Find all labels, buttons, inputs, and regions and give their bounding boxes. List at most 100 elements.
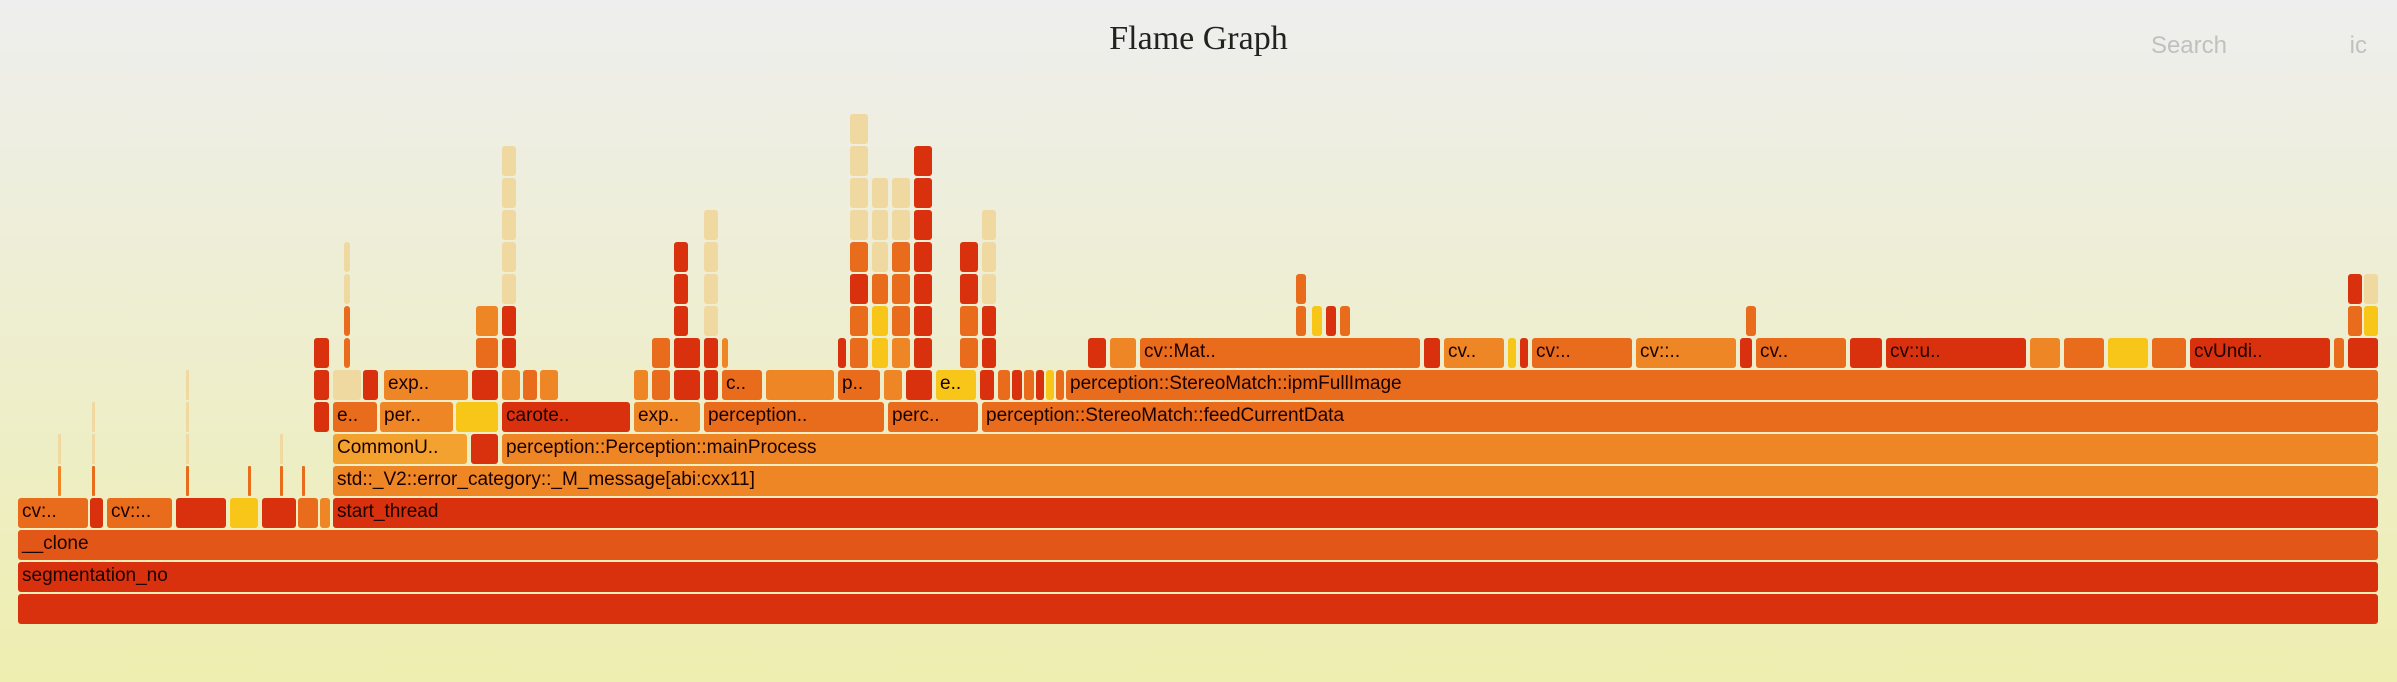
flame-frame[interactable]: perc..: [888, 402, 978, 432]
flame-frame[interactable]: [914, 146, 932, 176]
flame-frame[interactable]: [1012, 370, 1022, 400]
flame-frame[interactable]: cv:..: [18, 498, 88, 528]
flame-frame[interactable]: [634, 370, 648, 400]
flame-frame[interactable]: [333, 370, 361, 400]
flame-frame[interactable]: [186, 370, 189, 400]
flame-frame[interactable]: [850, 338, 868, 368]
flame-frame[interactable]: __clone: [18, 530, 2378, 560]
flame-frame[interactable]: [186, 434, 189, 464]
flame-frame[interactable]: [892, 242, 910, 272]
flame-frame[interactable]: [838, 338, 846, 368]
flame-frame[interactable]: [850, 210, 868, 240]
flame-frame[interactable]: [652, 370, 670, 400]
flame-frame[interactable]: [872, 178, 888, 208]
flame-frame[interactable]: [850, 146, 868, 176]
flame-frame[interactable]: [960, 242, 978, 272]
flame-frame[interactable]: [58, 434, 61, 464]
flame-frame[interactable]: [502, 178, 516, 208]
flame-frame[interactable]: [502, 242, 516, 272]
flame-frame[interactable]: [344, 338, 350, 368]
flame-frame[interactable]: [704, 274, 718, 304]
flame-frame[interactable]: [1312, 306, 1322, 336]
flame-frame[interactable]: [230, 498, 258, 528]
flame-frame[interactable]: [1740, 338, 1752, 368]
flame-frame[interactable]: [92, 402, 95, 432]
flame-frame[interactable]: [1340, 306, 1350, 336]
flame-frame[interactable]: [1520, 338, 1528, 368]
flame-frame[interactable]: [2348, 274, 2362, 304]
search-link[interactable]: Search: [2151, 32, 2227, 60]
flame-frame[interactable]: [704, 306, 718, 336]
flame-frame[interactable]: [674, 242, 688, 272]
flame-frame[interactable]: [982, 242, 996, 272]
flame-frame[interactable]: [344, 242, 350, 272]
flame-frame[interactable]: [892, 210, 910, 240]
flame-frame[interactable]: cv::Mat..: [1140, 338, 1420, 368]
flame-frame[interactable]: [502, 338, 516, 368]
ic-link[interactable]: ic: [2350, 32, 2367, 60]
flame-frame[interactable]: [314, 402, 329, 432]
flame-frame[interactable]: [704, 370, 718, 400]
flame-frame[interactable]: [280, 466, 283, 496]
flame-frame[interactable]: [1296, 274, 1306, 304]
flame-frame[interactable]: [1296, 306, 1306, 336]
flame-frame[interactable]: [884, 370, 902, 400]
flame-frame[interactable]: cv::..: [1636, 338, 1736, 368]
flame-frame[interactable]: [502, 210, 516, 240]
flame-frame[interactable]: [914, 242, 932, 272]
flame-frame[interactable]: [1424, 338, 1440, 368]
flame-frame[interactable]: perception::Perception::mainProcess: [502, 434, 2378, 464]
flame-frame[interactable]: [914, 210, 932, 240]
flame-frame[interactable]: [1088, 338, 1106, 368]
flame-frame[interactable]: cvUndi..: [2190, 338, 2330, 368]
flame-frame[interactable]: perception..: [704, 402, 884, 432]
flame-frame[interactable]: [92, 466, 95, 496]
flame-frame[interactable]: [960, 274, 978, 304]
flame-frame[interactable]: [674, 306, 688, 336]
flame-frame[interactable]: [914, 306, 932, 336]
flame-frame[interactable]: [982, 338, 996, 368]
flame-frame[interactable]: perception::StereoMatch::ipmFullImage: [1066, 370, 2378, 400]
flame-frame[interactable]: exp..: [384, 370, 468, 400]
flame-frame[interactable]: [90, 498, 103, 528]
flame-frame[interactable]: [1024, 370, 1034, 400]
flame-frame[interactable]: cv::u..: [1886, 338, 2026, 368]
flame-frame[interactable]: [2064, 338, 2104, 368]
flame-frame[interactable]: carote..: [502, 402, 630, 432]
flame-frame[interactable]: [766, 370, 834, 400]
flame-frame[interactable]: [471, 434, 498, 464]
flame-frame[interactable]: [523, 370, 537, 400]
flame-frame[interactable]: [2152, 338, 2186, 368]
flame-frame[interactable]: [872, 274, 888, 304]
flame-frame[interactable]: [892, 178, 910, 208]
flame-frame[interactable]: [850, 306, 868, 336]
flame-frame[interactable]: cv..: [1444, 338, 1504, 368]
flame-frame[interactable]: [872, 242, 888, 272]
flame-frame[interactable]: [892, 274, 910, 304]
flame-frame[interactable]: [186, 402, 189, 432]
flame-frame[interactable]: cv::..: [107, 498, 172, 528]
flame-frame[interactable]: [92, 434, 95, 464]
flame-frame[interactable]: [2364, 306, 2378, 336]
flame-frame[interactable]: [502, 370, 520, 400]
flame-frame[interactable]: [58, 466, 61, 496]
flame-frame[interactable]: [892, 306, 910, 336]
flame-frame[interactable]: [980, 370, 994, 400]
flame-frame[interactable]: [320, 498, 330, 528]
flame-frame[interactable]: [850, 114, 868, 144]
flame-frame[interactable]: [960, 306, 978, 336]
flame-frame[interactable]: [344, 274, 350, 304]
flame-frame[interactable]: [914, 274, 932, 304]
flame-frame[interactable]: [502, 274, 516, 304]
flame-frame[interactable]: [2348, 338, 2378, 368]
flame-frame[interactable]: cv..: [1756, 338, 1846, 368]
flame-frame[interactable]: [960, 338, 978, 368]
flame-frame[interactable]: [262, 498, 296, 528]
flame-frame[interactable]: [476, 338, 498, 368]
flame-frame[interactable]: [704, 338, 718, 368]
flame-frame[interactable]: e..: [936, 370, 976, 400]
flame-frame[interactable]: perception::StereoMatch::feedCurrentData: [982, 402, 2378, 432]
flame-frame[interactable]: e..: [333, 402, 377, 432]
flame-frame[interactable]: [872, 338, 888, 368]
flame-frame[interactable]: [502, 146, 516, 176]
